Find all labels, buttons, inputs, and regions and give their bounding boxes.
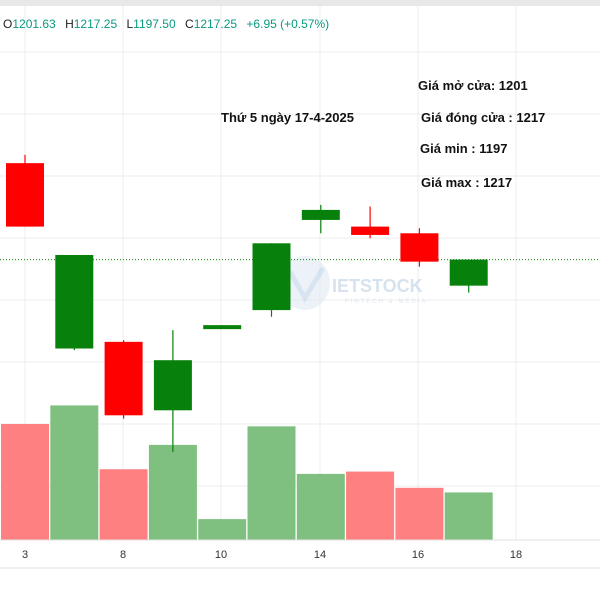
max-note: Giá max : 1217	[421, 175, 512, 190]
candle	[252, 243, 291, 317]
x-tick-label: 8	[120, 549, 126, 561]
open-label: O	[3, 17, 12, 31]
volume-bar	[1, 424, 49, 540]
open-note: Giá mở cửa: 1201	[418, 78, 528, 93]
candle-body	[203, 325, 242, 330]
x-tick-label: 18	[510, 549, 522, 561]
candle-body	[6, 163, 44, 227]
low-value: 1197.50	[133, 17, 176, 31]
candle-body	[252, 243, 291, 311]
volume-bars	[1, 405, 493, 540]
volume-bar	[148, 444, 197, 540]
x-axis-ticks: 3 8 10 14 16 18	[22, 549, 522, 561]
volume-bar	[247, 426, 296, 540]
x-tick-label: 14	[314, 549, 326, 561]
volume-bar	[198, 519, 247, 540]
candle-body	[104, 341, 143, 416]
candle	[203, 325, 242, 330]
candle-body	[400, 233, 439, 262]
candle	[55, 254, 94, 351]
x-tick-label: 16	[412, 549, 424, 561]
open-value: 1201.63	[12, 17, 56, 31]
close-note: Giá đóng cửa : 1217	[421, 110, 545, 125]
candle	[351, 206, 390, 239]
candle	[153, 330, 192, 453]
volume-bar	[346, 471, 395, 540]
candles	[6, 154, 488, 453]
watermark-text: IETSTOCK	[332, 276, 423, 296]
candle	[449, 259, 488, 293]
candle-body	[301, 209, 340, 220]
watermark-subtext: FINTECH & MEDIA	[345, 299, 427, 305]
volume-bar	[395, 487, 444, 540]
volume-bar	[50, 405, 99, 540]
candle	[104, 340, 143, 419]
volume-bar	[99, 469, 148, 540]
watermark-logo-icon	[280, 256, 330, 310]
watermark: IETSTOCK FINTECH & MEDIA	[280, 256, 427, 310]
top-border	[0, 0, 600, 6]
watermark-v-mark	[287, 266, 326, 303]
candle	[301, 204, 340, 234]
candle	[6, 154, 44, 227]
min-note: Giá min : 1197	[420, 141, 507, 156]
candle-body	[153, 360, 192, 411]
date-note: Thứ 5 ngày 17-4-2025	[221, 110, 354, 125]
close-label: C	[185, 17, 194, 31]
change-value: +6.95 (+0.57%)	[246, 17, 329, 31]
volume-bar	[444, 492, 493, 540]
close-value: 1217.25	[194, 17, 238, 31]
ohlc-legend: O1201.63 H1217.25 L1197.50 C1217.25 +6.9…	[3, 17, 329, 31]
candle-body	[55, 254, 94, 349]
candle-body	[351, 226, 390, 235]
low-label: L	[126, 17, 133, 31]
x-tick-label: 10	[215, 549, 227, 561]
x-tick-label: 3	[22, 549, 28, 561]
candle-body	[449, 259, 488, 286]
high-label: H	[65, 17, 74, 31]
volume-bar	[296, 473, 345, 540]
candle	[400, 228, 439, 267]
high-value: 1217.25	[74, 17, 118, 31]
